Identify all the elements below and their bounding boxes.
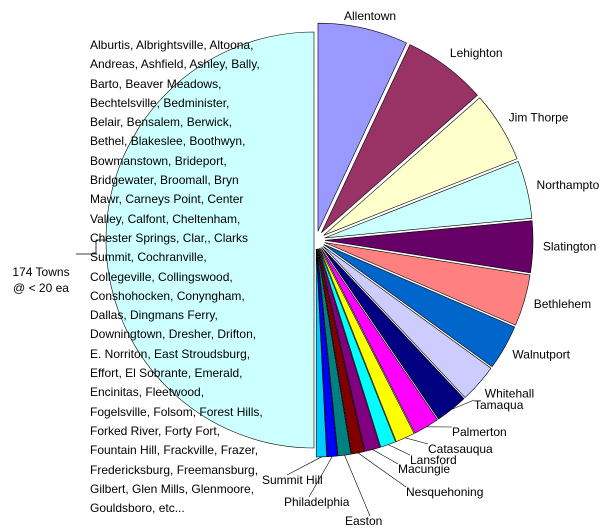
pie-slice xyxy=(321,44,478,234)
pie-slice xyxy=(320,247,438,434)
town-list-line: Belair, Bensalem, Berwick, xyxy=(90,115,233,130)
town-list-line: Gilbert, Glen Mills, Glenmoore, xyxy=(90,481,255,496)
town-list-line: Forked River, Forty Fort, xyxy=(90,423,221,438)
pie-slice xyxy=(105,31,315,449)
town-list-line: Valley, Calfont, Cheltenham, xyxy=(90,211,241,226)
town-list-line: Alburtis, Albrightsville, Altoona, xyxy=(90,38,254,52)
town-list-line: Bechtelsville, Bedminister, xyxy=(90,95,230,110)
pie-slice xyxy=(322,245,492,399)
town-list-line: Conshohocken, Conyngham, xyxy=(90,288,245,303)
pie-slice xyxy=(318,248,381,452)
slice-label: Lansford xyxy=(410,453,457,467)
leader-line xyxy=(308,456,333,498)
slice-label: Whitehall xyxy=(485,386,534,400)
slice-label: Northampton xyxy=(537,178,600,192)
slice-label: Easton xyxy=(345,514,382,528)
leader-line xyxy=(344,454,371,517)
leader-line xyxy=(372,449,399,465)
slice-label: Summit Hill xyxy=(262,473,323,487)
pie-slice xyxy=(323,97,518,236)
pie-slice xyxy=(324,242,531,326)
slice-label: Tamaqua xyxy=(474,398,524,412)
town-list-line: Dallas, Dingmans Ferry, xyxy=(90,308,218,323)
town-list-line: Effort, El Sobrante, Emerald, xyxy=(90,366,243,381)
town-list-line: Fredericksburg, Freemansburg, xyxy=(90,462,259,477)
town-list-line: Chester Springs, Clar,, Clarks xyxy=(90,230,249,245)
pie-slice xyxy=(318,248,396,448)
slice-label: Lehighton xyxy=(450,46,503,60)
pie-slice xyxy=(324,220,534,274)
town-list-line: Barto, Beaver Meadows, xyxy=(90,76,222,91)
town-list: Alburtis, Albrightsville, Altoona, Andrea… xyxy=(90,36,300,518)
leader-line xyxy=(76,239,106,255)
leader-line xyxy=(286,456,322,476)
town-list-line: Bowmanstown, Brideport, xyxy=(90,153,227,168)
leader-line xyxy=(451,399,475,410)
leader-line xyxy=(388,444,411,456)
slice-label: Slatington xyxy=(543,239,596,253)
town-list-line: Gouldsboro, etc... xyxy=(90,501,185,516)
leader-line xyxy=(405,437,429,445)
pie-slice xyxy=(316,248,338,458)
town-list-line: Andreas, Ashfield, Ashley, Bally, xyxy=(90,57,260,72)
town-list-line: Summit, Cochranville, xyxy=(90,250,207,265)
slice-label: Philadelphia xyxy=(284,495,350,509)
slice-label: Nesquehoning xyxy=(406,485,483,499)
slice-label: Jim Thorpe xyxy=(509,110,569,124)
town-list-line: Encinitas, Fleetwood, xyxy=(90,385,205,400)
leader-line xyxy=(357,452,407,488)
town-list-line: Fountain Hill, Frackville, Frazer, xyxy=(90,443,259,458)
town-list-line: Fogelsville, Folsom, Forest Hills, xyxy=(90,404,263,419)
slice-label: Allentown xyxy=(344,9,396,23)
pie-slice xyxy=(323,244,516,368)
slice-label: Palmerton xyxy=(452,425,507,439)
pie-slice xyxy=(317,22,407,232)
pie-slice xyxy=(317,248,365,455)
slice-label: Walnutport xyxy=(512,348,570,362)
slice-label: Catasauqua xyxy=(428,442,493,456)
pie-slice xyxy=(324,160,533,239)
town-list-line: Mawr, Carneys Point, Center xyxy=(90,192,244,207)
town-list-line: Collegeville, Collingswood, xyxy=(90,269,233,284)
town-list-line: Bridgewater, Broomall, Bryn xyxy=(90,173,239,188)
slice-label: Macungie xyxy=(398,462,450,476)
slice-label: 174 Towns @ < 20 ea xyxy=(12,265,70,295)
town-list-line: E. Norriton, East Stroudsburg, xyxy=(90,346,251,361)
pie-slice xyxy=(315,248,327,458)
town-list-line: Downingtown, Dresher, Drifton, xyxy=(90,327,257,342)
town-list-line: Bethel, Blakeslee, Boothwyn, xyxy=(90,134,246,149)
slice-label: Bethlehem xyxy=(534,297,591,311)
